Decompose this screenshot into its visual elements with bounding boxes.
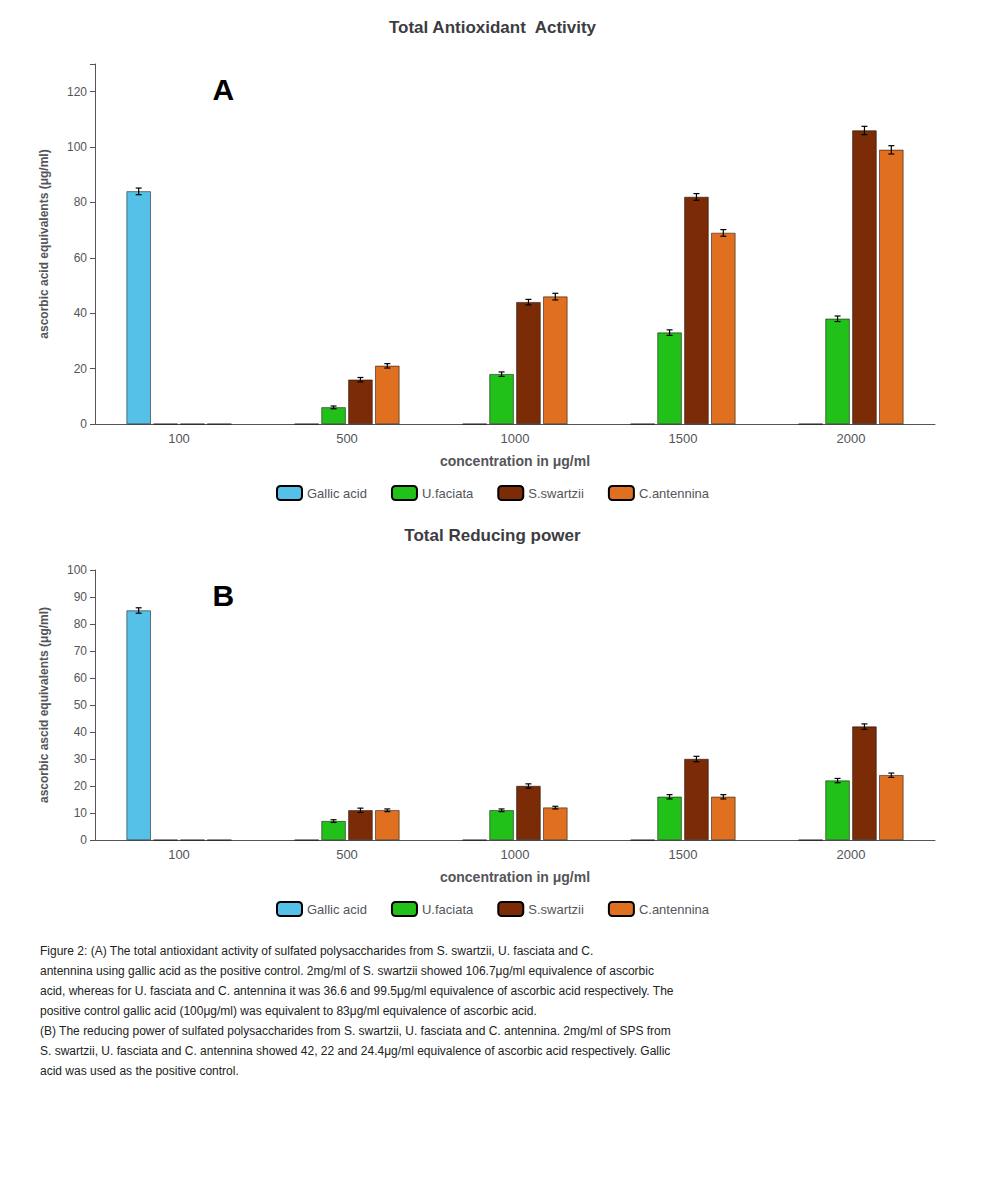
svg-text:positive control gallic acid (: positive control gallic acid (100μg/ml) …	[40, 1004, 537, 1018]
svg-text:20: 20	[74, 362, 88, 376]
svg-text:40: 40	[74, 306, 88, 320]
svg-text:120: 120	[67, 85, 87, 99]
svg-text:0: 0	[80, 417, 87, 431]
svg-text:100: 100	[67, 563, 87, 577]
svg-text:acid was used as the positive: acid was used as the positive control.	[40, 1064, 239, 1078]
svg-text:1000: 1000	[501, 847, 530, 862]
svg-text:20: 20	[74, 779, 88, 793]
svg-text:acid, whereas for U. fasciata: acid, whereas for U. fasciata and C. ant…	[40, 984, 674, 998]
svg-text:concentration in μg/ml: concentration in μg/ml	[440, 869, 590, 885]
svg-text:2000: 2000	[837, 431, 866, 446]
svg-text:30: 30	[74, 752, 88, 766]
svg-text:60: 60	[74, 671, 88, 685]
svg-text:40: 40	[74, 725, 88, 739]
svg-text:80: 80	[74, 195, 88, 209]
svg-text:S.swartzii: S.swartzii	[528, 486, 584, 501]
svg-text:(B) The reducing power of sulf: (B) The reducing power of sulfated polys…	[40, 1024, 671, 1038]
svg-text:50: 50	[74, 698, 88, 712]
svg-text:500: 500	[336, 431, 358, 446]
svg-text:1500: 1500	[669, 847, 698, 862]
svg-text:10: 10	[74, 806, 88, 820]
svg-text:ascorbic ascid equivalents (μg: ascorbic ascid equivalents (μg/ml)	[37, 607, 51, 803]
svg-text:ascorbic acid equivalents (μg/: ascorbic acid equivalents (μg/ml)	[37, 149, 51, 338]
svg-text:U.faciata: U.faciata	[422, 486, 474, 501]
svg-text:100: 100	[168, 431, 190, 446]
svg-text:antennina using gallic acid as: antennina using gallic acid as the posit…	[40, 964, 654, 978]
svg-text:S. swartzii, U. fasciata and C: S. swartzii, U. fasciata and C. antennin…	[40, 1044, 670, 1058]
svg-text:Total Reducing power: Total Reducing power	[404, 526, 581, 545]
svg-text:Total Antioxidant Activity: Total Antioxidant Activity	[389, 18, 597, 37]
svg-text:0: 0	[80, 833, 87, 847]
svg-text:Gallic acid: Gallic acid	[307, 486, 367, 501]
svg-text:1000: 1000	[501, 431, 530, 446]
svg-text:concentration in μg/ml: concentration in μg/ml	[440, 453, 590, 469]
svg-text:U.faciata: U.faciata	[422, 902, 474, 917]
svg-text:80: 80	[74, 617, 88, 631]
svg-text:C.antennina: C.antennina	[639, 902, 710, 917]
svg-text:70: 70	[74, 644, 88, 658]
svg-text:Gallic acid: Gallic acid	[307, 902, 367, 917]
svg-text:Figure 2: (A) The total antiox: Figure 2: (A) The total antioxidant acti…	[40, 944, 593, 958]
svg-text:100: 100	[67, 140, 87, 154]
svg-text:A: A	[213, 73, 235, 106]
svg-text:S.swartzii: S.swartzii	[528, 902, 584, 917]
svg-text:2000: 2000	[837, 847, 866, 862]
svg-text:500: 500	[336, 847, 358, 862]
svg-text:60: 60	[74, 251, 88, 265]
svg-text:100: 100	[168, 847, 190, 862]
svg-text:C.antennina: C.antennina	[639, 486, 710, 501]
svg-text:1500: 1500	[669, 431, 698, 446]
svg-text:B: B	[213, 579, 235, 612]
svg-text:90: 90	[74, 590, 88, 604]
